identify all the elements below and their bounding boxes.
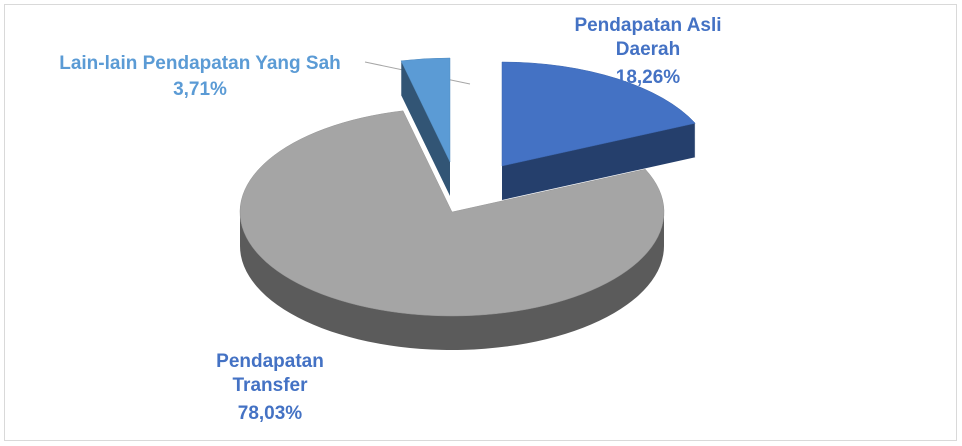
slice <box>501 61 696 167</box>
slice-value-label: 18,26% <box>615 67 681 88</box>
slice-label: Pendapatan Asli Daerah <box>574 15 722 60</box>
slice-label: Lain-lain Pendapatan Yang Sah <box>59 53 341 74</box>
slice-value-label: 78,03% <box>237 403 303 424</box>
slice <box>400 57 451 163</box>
chart-border <box>4 4 957 441</box>
slice-value-label: 3,71% <box>173 79 227 100</box>
slice-label: Pendapatan Transfer <box>216 351 324 396</box>
slice <box>239 110 665 317</box>
